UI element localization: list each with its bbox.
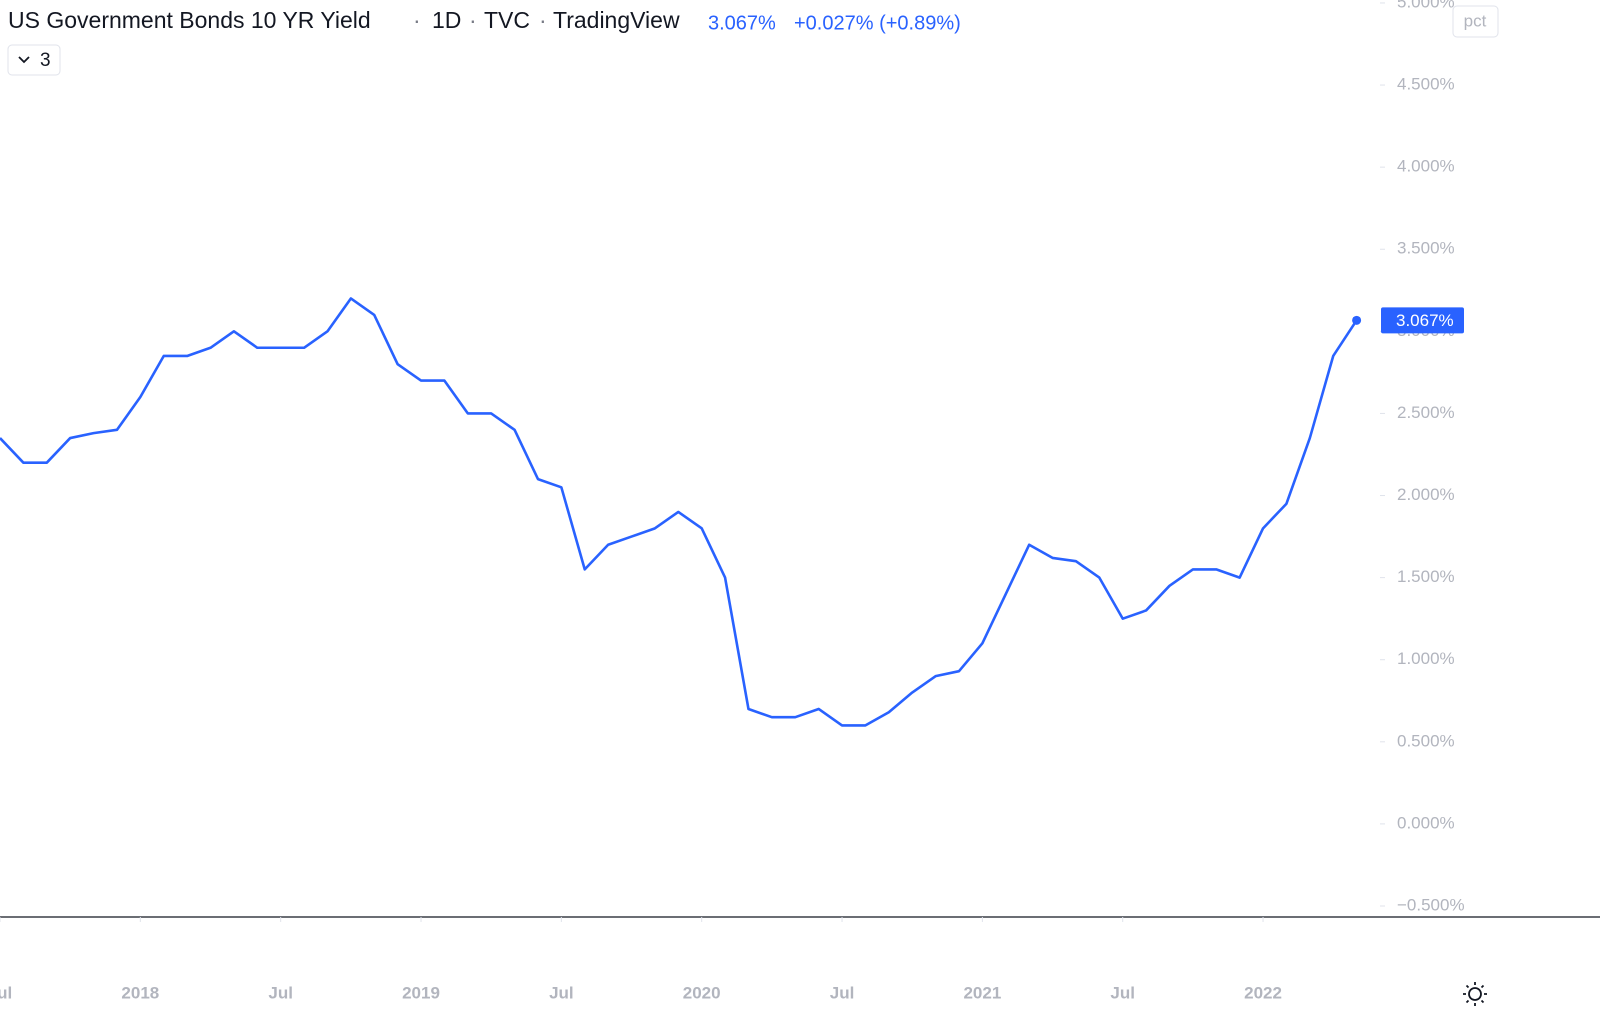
- price-tag: [1381, 307, 1464, 334]
- x-tick-label: Jul: [1110, 983, 1135, 1002]
- separator: ·: [413, 7, 421, 33]
- y-tick-label: 3.500%: [1397, 239, 1455, 258]
- interval: 1D: [432, 7, 461, 33]
- y-tick-label: 0.500%: [1397, 731, 1455, 750]
- chevron: [18, 56, 30, 64]
- y-tick-label: 0.000%: [1397, 813, 1455, 832]
- y-tick-label: 2.000%: [1397, 485, 1455, 504]
- price-tag-label: 3.067%: [1396, 311, 1454, 330]
- x-tick-label: 2020: [683, 983, 721, 1002]
- y-tick-label: 4.500%: [1397, 75, 1455, 94]
- price-change: +0.027% (+0.89%): [794, 12, 961, 34]
- toggle-box[interactable]: [7, 44, 61, 76]
- indicator-count: 3: [40, 50, 51, 71]
- y-tick-label: 4.000%: [1397, 157, 1455, 176]
- pct-box[interactable]: [1452, 5, 1499, 38]
- separator: ·: [539, 7, 547, 33]
- x-tick-label: Jul: [549, 983, 574, 1002]
- last-point: [1352, 315, 1362, 325]
- y-tick-label: 5.000%: [1397, 0, 1455, 11]
- scale-toggle[interactable]: pct: [1452, 5, 1499, 38]
- y-tick-label: −0.500%: [1397, 895, 1465, 914]
- x-tick-label: Jul: [268, 983, 293, 1002]
- x-tick-label: 2022: [1244, 983, 1282, 1002]
- indicator-toggle[interactable]: 3: [7, 44, 61, 76]
- y-tick-label: 1.500%: [1397, 567, 1455, 586]
- x-tick-label: 2018: [121, 983, 159, 1002]
- scale-mode: pct: [1464, 11, 1487, 30]
- exchange: TVC: [484, 7, 530, 33]
- price-line: [0, 297, 1358, 727]
- x-tick-label: Jul: [830, 983, 855, 1002]
- x-tick-label: 2021: [963, 983, 1001, 1002]
- x-tick-label: Jul: [0, 983, 12, 1002]
- icon-circle: [1468, 987, 1482, 1001]
- separator: ·: [469, 7, 477, 33]
- x-tick-label: 2019: [402, 983, 440, 1002]
- chart-title: US Government Bonds 10 YR Yield: [8, 7, 371, 33]
- settings-icon[interactable]: [1463, 982, 1487, 1006]
- y-tick-label: 2.500%: [1397, 403, 1455, 422]
- icon-rays: [1463, 982, 1487, 1006]
- y-tick-label: 1.000%: [1397, 649, 1455, 668]
- source: TradingView: [553, 7, 680, 33]
- last-price: 3.067%: [708, 12, 776, 34]
